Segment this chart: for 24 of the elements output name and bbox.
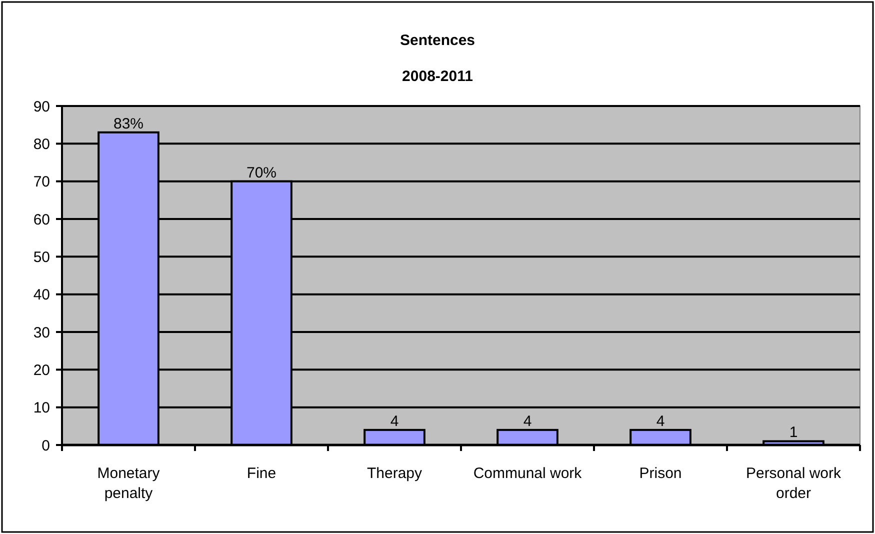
x-tick-label: Personal work order — [746, 465, 842, 502]
x-tick-label: Fine — [246, 465, 276, 482]
y-tick-label: 90 — [33, 98, 50, 116]
y-tick-label: 50 — [33, 248, 50, 266]
y-tick-label: 60 — [33, 211, 50, 228]
chart-subtitle: 2008-2011 — [402, 68, 473, 85]
y-tick-label: 20 — [33, 362, 50, 379]
data-label: 83% — [113, 115, 144, 132]
y-tick-label: 10 — [33, 400, 50, 417]
y-tick-label: 80 — [33, 136, 50, 153]
data-label: 4 — [390, 412, 399, 430]
chart-title: Sentences — [400, 32, 476, 49]
x-tick-label: Monetary penalty — [97, 465, 160, 502]
x-tick-label: Prison — [639, 465, 682, 482]
x-tick-label: Therapy — [366, 465, 423, 482]
data-label: 4 — [656, 412, 665, 430]
data-label: 4 — [523, 412, 532, 430]
x-tick-label: Communal work — [473, 465, 582, 482]
y-tick-label: 0 — [42, 437, 50, 454]
data-label: 1 — [789, 424, 798, 442]
y-tick-label: 40 — [33, 286, 50, 304]
data-label: 70% — [246, 164, 277, 182]
y-tick-label: 30 — [33, 324, 50, 342]
y-tick-label: 70 — [33, 174, 50, 191]
